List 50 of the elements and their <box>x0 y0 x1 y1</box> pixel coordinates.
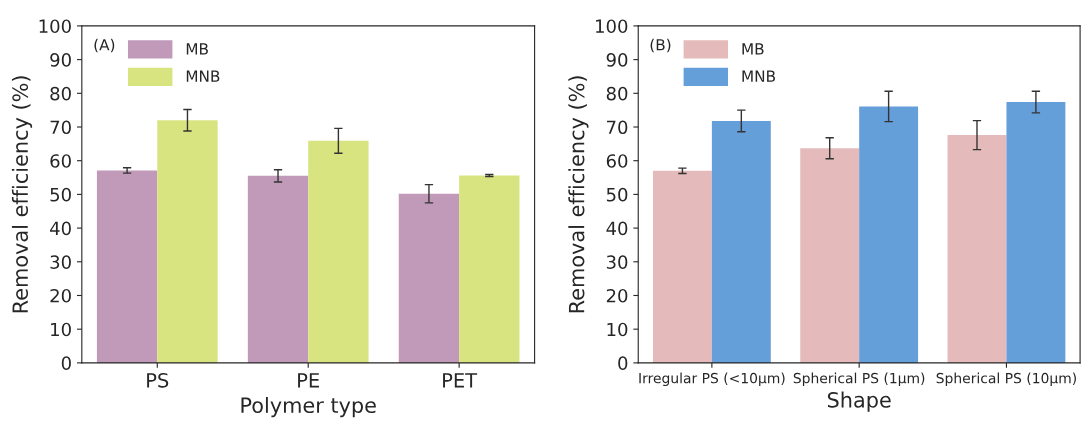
y-tick-label: 80 <box>606 86 628 101</box>
bar <box>247 175 309 363</box>
y-tick-label: 30 <box>50 255 71 269</box>
bar <box>947 135 1007 363</box>
y-tick-label: 50 <box>50 187 71 202</box>
bar <box>308 140 369 363</box>
bar <box>652 170 712 363</box>
bar <box>859 106 919 363</box>
y-tick-label: 70 <box>607 120 628 135</box>
y-tick-label: 0 <box>618 356 628 370</box>
x-axis-title: Polymer type <box>241 396 376 418</box>
legend-label: MB <box>186 43 208 55</box>
legend-label: MNB <box>742 70 775 82</box>
bar <box>459 175 520 363</box>
bar <box>398 193 460 363</box>
bar <box>157 120 218 363</box>
y-axis-title: Removal efficiency (%) <box>568 76 589 313</box>
x-tick-label: Irregular PS (<10μm) <box>639 372 785 387</box>
legend-label: MNB <box>186 70 220 82</box>
annotation: (A) <box>94 38 115 53</box>
x-tick-label: PS <box>147 372 169 388</box>
y-tick-label: 20 <box>50 288 71 303</box>
bar <box>1006 102 1066 363</box>
bar <box>711 120 771 363</box>
x-tick-label: PE <box>298 373 319 388</box>
y-tick-label: 60 <box>606 154 628 168</box>
bar <box>96 170 158 363</box>
y-tick-label: 40 <box>606 221 628 236</box>
y-tick-label: 40 <box>50 221 71 236</box>
y-tick-label: 80 <box>50 86 71 101</box>
y-tick-label: 90 <box>606 53 628 67</box>
y-tick-label: 30 <box>606 255 628 269</box>
y-tick-label: 10 <box>607 322 628 337</box>
x-tick-label: Spherical PS (1μm) <box>793 372 925 387</box>
annotation: (B) <box>650 38 671 53</box>
y-tick-label: 60 <box>50 154 71 168</box>
y-tick-label: 100 <box>596 19 628 34</box>
y-tick-label: 0 <box>61 356 71 370</box>
y-tick-label: 100 <box>39 19 71 34</box>
y-tick-label: 20 <box>606 288 628 303</box>
y-tick-label: 70 <box>50 120 71 135</box>
y-axis-title: Removal efficiency (%) <box>11 76 33 313</box>
y-tick-label: 90 <box>50 53 71 67</box>
x-tick-label: PET <box>443 373 478 388</box>
y-tick-label: 10 <box>51 322 71 337</box>
x-axis-title: Shape <box>827 391 891 412</box>
x-tick-label: Spherical PS (10μm) <box>936 372 1076 387</box>
bar <box>800 148 860 363</box>
legend-label: MB <box>742 43 764 55</box>
y-tick-label: 50 <box>606 187 628 202</box>
